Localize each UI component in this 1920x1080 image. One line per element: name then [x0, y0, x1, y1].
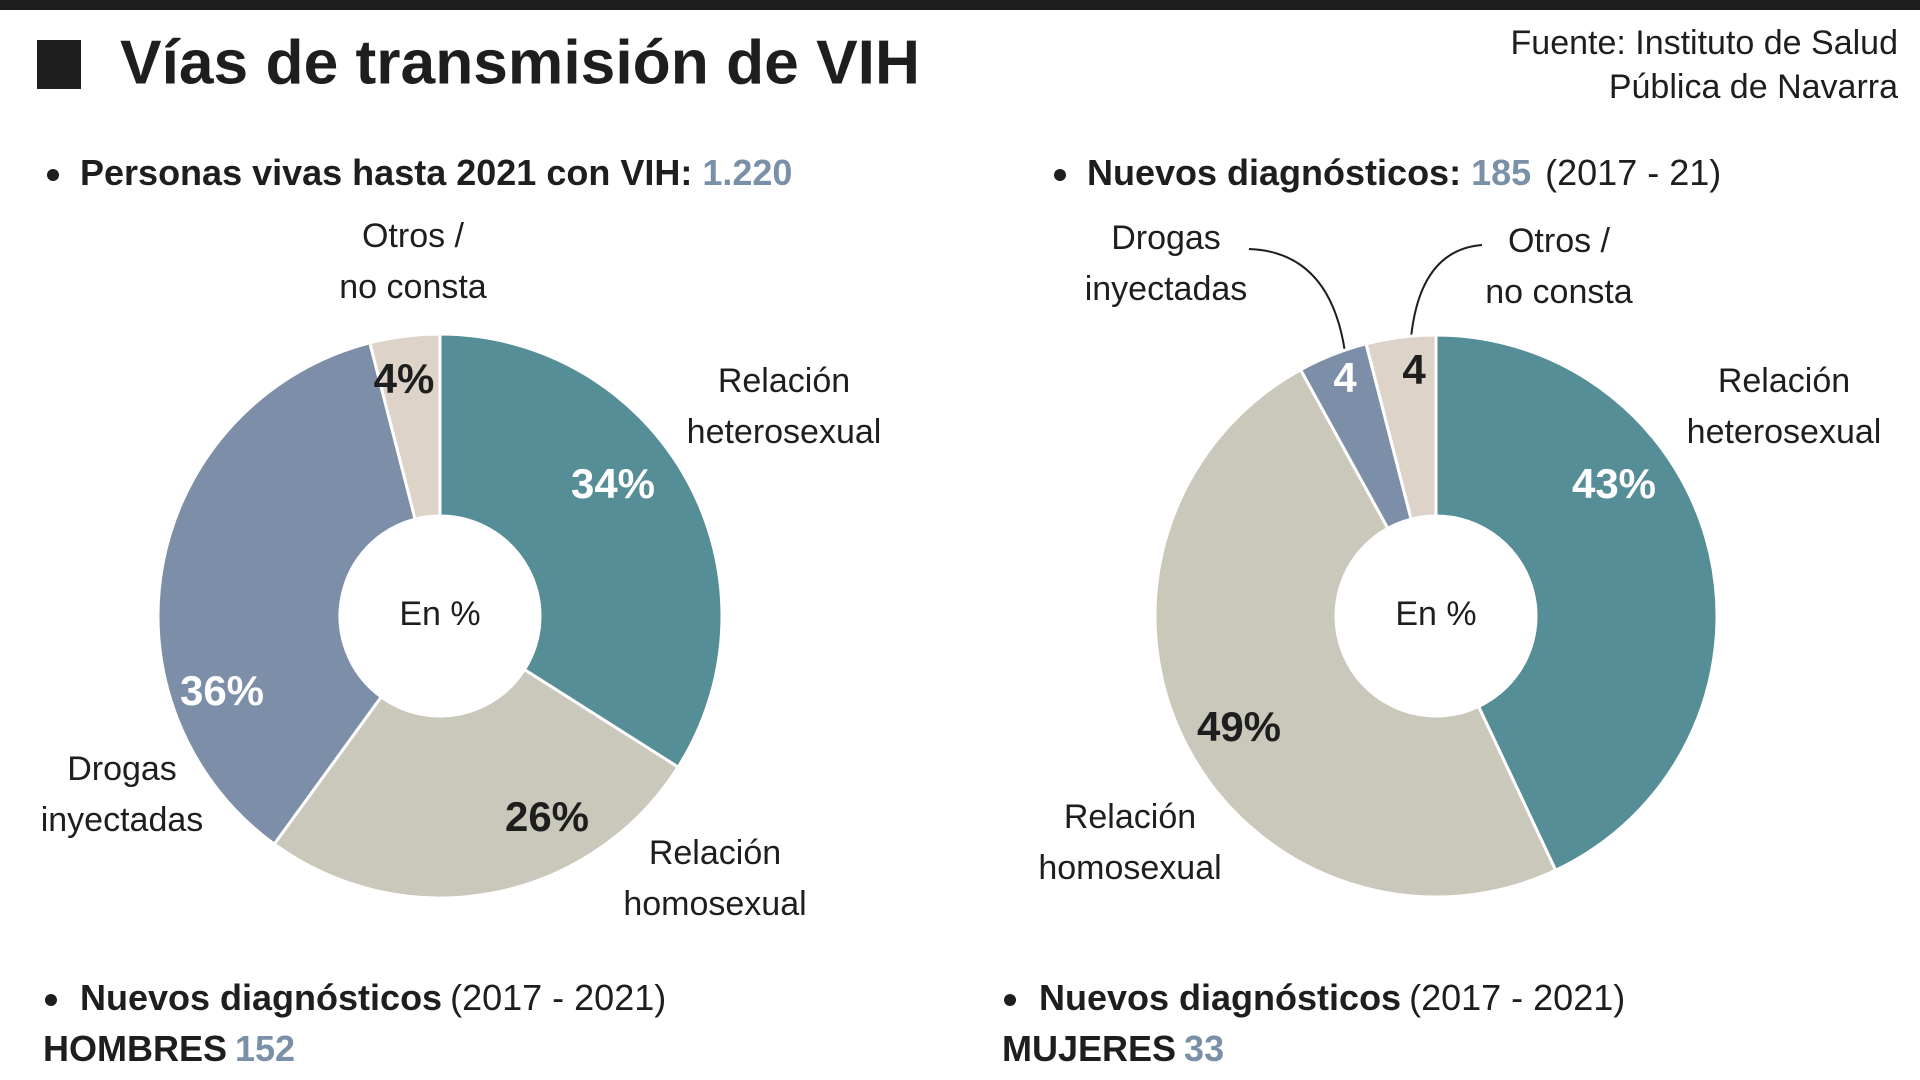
- bullet: [1004, 994, 1016, 1006]
- category-label: Relación heterosexual: [1687, 362, 1882, 451]
- value-label: 26%: [505, 793, 589, 840]
- text-part: (2017 - 21): [1545, 152, 1721, 193]
- text-part: Personas vivas hasta 2021 con VIH:: [80, 152, 692, 193]
- value-label: 43%: [1572, 460, 1656, 507]
- category-label: Relación heterosexual: [687, 362, 882, 451]
- pie-slice: [156, 341, 417, 847]
- value-label: 34%: [571, 460, 655, 507]
- text-line: Relación: [649, 834, 781, 872]
- category-label: Relación homosexual: [623, 834, 806, 923]
- bullet: [45, 994, 57, 1006]
- text-line: Otros /: [1508, 222, 1611, 260]
- text-line: Otros /: [362, 217, 465, 255]
- value-label: 4%: [374, 355, 435, 402]
- value-label: 4: [1402, 346, 1426, 393]
- footer-title: Nuevos diagnósticos (2017 - 2021): [80, 977, 666, 1018]
- text-line: inyectadas: [1085, 270, 1248, 308]
- pie-slice: [1153, 367, 1558, 899]
- top-bar: [0, 0, 1920, 10]
- category-label: Drogas inyectadas: [1085, 219, 1248, 308]
- category-label: Otros / no consta: [1485, 222, 1633, 311]
- text-part: Nuevos diagnósticos: [80, 977, 442, 1018]
- text-line: Drogas: [67, 750, 177, 788]
- footer-group: HOMBRES 152: [43, 1028, 295, 1069]
- text-line: Pública de Navarra: [1609, 68, 1898, 106]
- value-label: 4: [1333, 354, 1357, 401]
- subtitle: Nuevos diagnósticos: 185 (2017 - 21): [1087, 152, 1721, 193]
- pie-slice: [368, 332, 442, 521]
- text-line: Relación: [1718, 362, 1850, 400]
- text-line: homosexual: [623, 885, 806, 923]
- title: Vías de transmisión de VIH: [120, 28, 920, 97]
- pie-slice: [438, 332, 724, 770]
- pie-slice: [272, 667, 681, 900]
- text-part: 152: [235, 1028, 295, 1069]
- text-part: HOMBRES: [43, 1028, 227, 1069]
- text-part: 33: [1184, 1028, 1224, 1069]
- leader-line: [1248, 248, 1346, 353]
- bullet: [1054, 169, 1066, 181]
- text-part: (2017 - 2021): [450, 977, 666, 1018]
- title-square: [37, 40, 81, 89]
- pie-slice: [1364, 333, 1438, 521]
- category-label: Otros / no consta: [339, 217, 487, 306]
- text-line: homosexual: [1038, 849, 1221, 887]
- text-line: Drogas: [1111, 219, 1221, 257]
- center-label: En %: [399, 595, 480, 633]
- category-label: Drogas inyectadas: [41, 750, 204, 839]
- text-part: 185: [1471, 152, 1531, 193]
- text-line: Relación: [718, 362, 850, 400]
- category-label: Relación homosexual: [1038, 798, 1221, 887]
- text-part: Nuevos diagnósticos:: [1087, 152, 1461, 193]
- text-line: heterosexual: [687, 413, 882, 451]
- text-line: Fuente: Instituto de Salud: [1511, 24, 1898, 62]
- text-part: (2017 - 2021): [1409, 977, 1625, 1018]
- text-line: inyectadas: [41, 801, 204, 839]
- text-part: Nuevos diagnósticos: [1039, 977, 1401, 1018]
- leader-line: [1410, 244, 1483, 339]
- bullet: [47, 169, 59, 181]
- value-label: 36%: [180, 667, 264, 714]
- footer-title: Nuevos diagnósticos (2017 - 2021): [1039, 977, 1625, 1018]
- text-line: no consta: [1485, 273, 1633, 311]
- subtitle: Personas vivas hasta 2021 con VIH: 1.220: [80, 152, 792, 193]
- center-label: En %: [1395, 595, 1476, 633]
- pie-slice: [1434, 333, 1719, 873]
- value-label: 49%: [1197, 703, 1281, 750]
- text-line: Relación: [1064, 798, 1196, 836]
- source: Fuente: Instituto de Salud Pública de Nav…: [1511, 24, 1899, 106]
- text-part: 1.220: [702, 152, 792, 193]
- footer-group: MUJERES 33: [1002, 1028, 1224, 1069]
- text-line: no consta: [339, 268, 487, 306]
- text-part: MUJERES: [1002, 1028, 1176, 1069]
- text-line: heterosexual: [1687, 413, 1882, 451]
